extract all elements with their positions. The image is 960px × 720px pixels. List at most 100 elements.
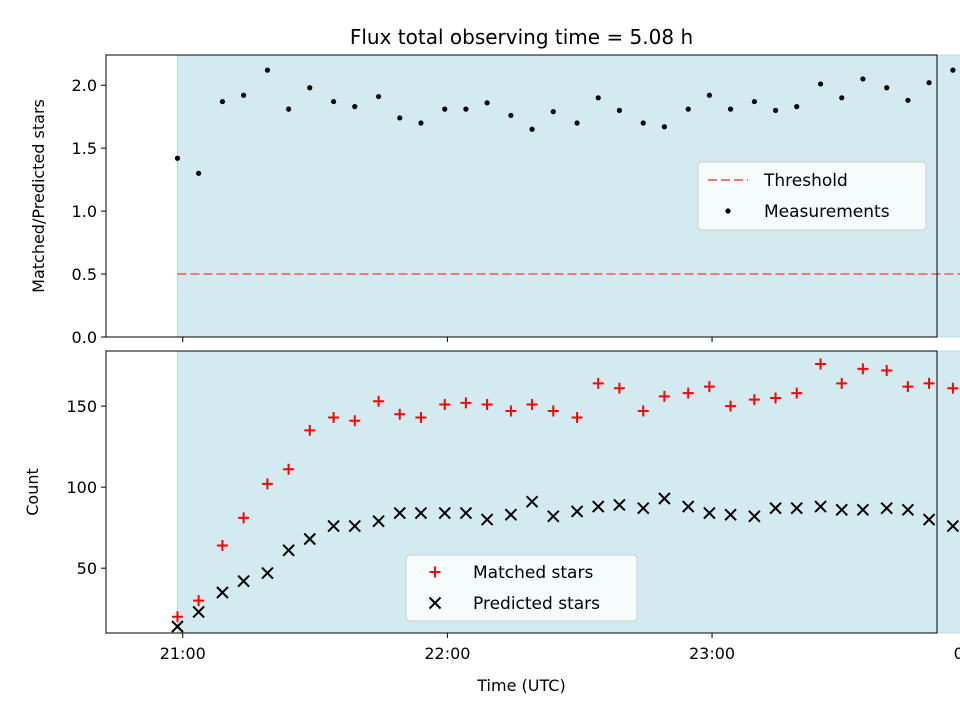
- predicted-star-point: [682, 500, 695, 513]
- measurement-point: [219, 98, 226, 105]
- x-axis-label: Time (UTC): [476, 676, 565, 695]
- matched-star-point: [613, 382, 625, 394]
- measurement-point: [595, 95, 601, 101]
- predicted-star-point: [946, 519, 960, 533]
- measurement-point: [860, 76, 866, 82]
- matched-star-point: [216, 539, 228, 551]
- predicted-star-point: [547, 510, 560, 523]
- matched-star-point: [193, 595, 205, 607]
- legend-measurements-swatch: [725, 208, 731, 214]
- measurement-point: [661, 124, 668, 130]
- measurement-point: [264, 67, 271, 73]
- measurement-point: [463, 106, 469, 112]
- predicted-star-point: [835, 503, 848, 517]
- matched-star-point: [637, 405, 649, 417]
- matched-star-point: [526, 398, 538, 410]
- matched-star-point: [439, 398, 451, 410]
- matched-star-point: [328, 411, 340, 423]
- measurement-point: [241, 92, 247, 98]
- measurement-point: [950, 67, 956, 73]
- measurement-point: [375, 93, 382, 100]
- measurement-point: [884, 85, 890, 91]
- matched-star-point: [703, 381, 715, 393]
- matched-star-point: [682, 387, 694, 399]
- matched-star-point: [592, 377, 604, 389]
- y-tick-label: 2.0: [72, 76, 97, 95]
- predicted-star-point: [216, 586, 229, 599]
- legend-box: [405, 554, 638, 622]
- measurement-point: [442, 106, 448, 112]
- predicted-star-point: [724, 508, 737, 521]
- top-y-axis-label: Matched/Predicted stars: [29, 99, 48, 293]
- legend-matched-swatch: [429, 566, 441, 578]
- predicted-star-point: [658, 492, 671, 505]
- measurement-point: [508, 112, 514, 119]
- measurement-point: [727, 106, 734, 112]
- predicted-star-point: [393, 506, 406, 520]
- measurement-point: [616, 107, 623, 113]
- matched-star-point: [791, 387, 803, 399]
- measurement-point: [706, 92, 713, 98]
- y-tick-label: 0.0: [72, 328, 97, 347]
- predicted-star-point: [261, 566, 274, 580]
- matched-star-point: [947, 382, 959, 394]
- measurement-point: [926, 80, 932, 86]
- predicted-star-point: [570, 505, 584, 518]
- legend-measurements-label: Measurements: [764, 202, 890, 222]
- predicted-star-point: [237, 574, 250, 588]
- matched-star-point: [857, 363, 869, 375]
- measurement-point: [196, 170, 202, 176]
- predicted-star-point: [414, 506, 428, 520]
- measurement-point: [330, 98, 337, 105]
- x-tick-label: 22:00: [424, 644, 470, 663]
- predicted-star-point: [703, 506, 716, 520]
- axes-frame: [105, 350, 938, 634]
- predicted-star-point: [525, 495, 539, 508]
- matched-star-point: [748, 394, 760, 406]
- legend-matched-label: Matched stars: [473, 563, 593, 583]
- matched-star-point: [394, 408, 406, 420]
- count-legend: Matched stars Predicted stars: [405, 554, 638, 622]
- x-tick-label: 00:00: [954, 644, 960, 663]
- measurement-point: [529, 126, 535, 132]
- predicted-star-point: [769, 501, 782, 515]
- matched-star-point: [238, 512, 250, 524]
- axes-frame: [105, 54, 938, 338]
- measurement-point: [839, 95, 845, 101]
- matched-star-point: [547, 405, 559, 417]
- predicted-star-point: [637, 501, 650, 515]
- matched-star-point: [460, 397, 472, 409]
- predicted-star-point: [303, 532, 316, 546]
- measurement-point: [418, 120, 424, 126]
- measurement-point: [307, 85, 313, 91]
- measurement-point: [751, 98, 757, 105]
- predicted-star-point: [171, 620, 184, 633]
- predicted-star-point: [438, 506, 451, 520]
- measurement-point: [574, 120, 580, 126]
- matched-star-point: [349, 415, 361, 427]
- matched-star-point: [658, 390, 670, 402]
- matched-star-point: [725, 400, 737, 412]
- matched-star-point: [571, 411, 583, 423]
- measurement-point: [484, 100, 490, 106]
- matched-star-point: [283, 463, 295, 475]
- predicted-star-point: [327, 519, 340, 533]
- ratio-legend: Threshold Measurements: [697, 161, 927, 231]
- measurement-point: [640, 120, 646, 126]
- measurement-point: [397, 115, 403, 121]
- y-tick-label: 1.5: [72, 139, 97, 158]
- predicted-star-point: [856, 503, 870, 517]
- predicted-star-point: [480, 513, 494, 526]
- measurement-point: [685, 106, 691, 112]
- predicted-star-point: [901, 503, 915, 517]
- legend-box: [697, 161, 927, 231]
- predicted-star-point: [348, 519, 361, 533]
- y-tick-label: 150: [66, 397, 97, 416]
- predicted-star-point: [459, 506, 473, 520]
- predicted-star-point: [814, 500, 827, 513]
- matched-star-point: [261, 478, 273, 490]
- measurement-point: [772, 107, 779, 113]
- matched-star-point: [505, 405, 517, 417]
- predicted-star-point: [748, 510, 761, 523]
- matched-star-point: [923, 377, 935, 389]
